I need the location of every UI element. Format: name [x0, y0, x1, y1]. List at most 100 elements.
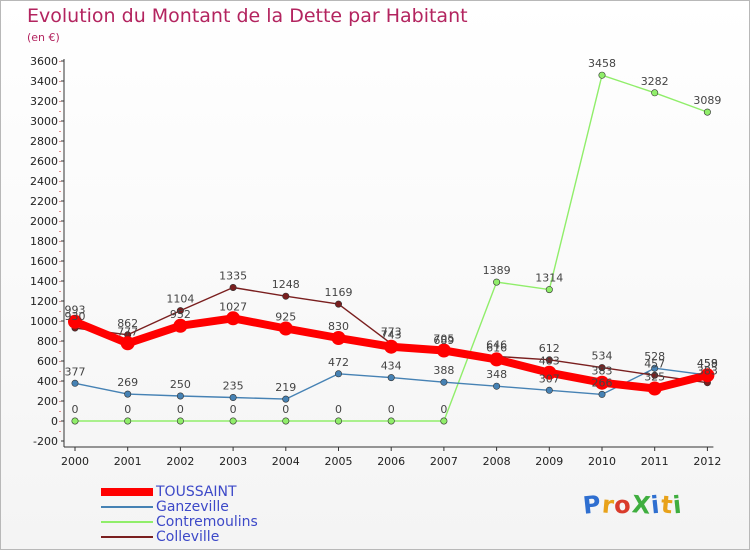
data-label: 472 [328, 356, 349, 369]
data-point [651, 89, 659, 97]
data-label: 1389 [483, 264, 511, 277]
data-point [598, 390, 606, 398]
y-tick-label: 2400 [30, 175, 58, 188]
data-label: 3458 [588, 57, 616, 70]
data-label: 1027 [219, 300, 247, 313]
data-label: 952 [170, 308, 191, 321]
legend-swatch [101, 536, 153, 538]
data-point [71, 379, 79, 387]
data-point [595, 375, 609, 390]
data-point [278, 321, 293, 336]
y-tick-label: 1200 [30, 295, 58, 308]
data-point [176, 307, 184, 315]
data-point [651, 371, 659, 379]
x-tick-label: 2003 [219, 455, 247, 468]
y-tick-label: 200 [37, 395, 58, 408]
series-contremoulins [71, 71, 711, 425]
data-point [226, 311, 241, 326]
data-point [229, 393, 237, 401]
data-point [282, 395, 290, 403]
data-label: 743 [381, 329, 402, 342]
data-label: 0 [230, 403, 237, 416]
data-point [647, 381, 662, 396]
data-point [598, 364, 606, 372]
data-label: 250 [170, 378, 191, 391]
data-label: 689 [433, 334, 454, 347]
data-point [493, 278, 501, 286]
x-tick-label: 2009 [535, 455, 563, 468]
data-point [542, 365, 557, 380]
chart-axes: -200020040060080010001200140016001800200… [30, 55, 721, 468]
data-label: 266 [592, 376, 613, 389]
data-label: 1335 [219, 270, 247, 283]
y-tick-label: 1600 [30, 255, 58, 268]
y-tick-label: 2800 [30, 135, 58, 148]
data-label: 434 [381, 360, 402, 373]
y-tick-label: 3400 [30, 75, 58, 88]
data-label: 1314 [535, 272, 563, 285]
x-tick-label: 2008 [483, 455, 511, 468]
data-label: 705 [433, 333, 454, 346]
y-tick-label: 2200 [30, 195, 58, 208]
x-tick-label: 2004 [272, 455, 300, 468]
data-point [387, 374, 395, 382]
x-tick-label: 2006 [377, 455, 405, 468]
data-point [229, 417, 237, 425]
y-tick-label: 400 [37, 375, 58, 388]
legend-swatch [101, 521, 153, 523]
data-label: 534 [592, 350, 613, 363]
data-point [545, 356, 553, 364]
data-point [436, 343, 451, 358]
data-point [545, 386, 553, 394]
data-label: 383 [697, 365, 718, 378]
data-label: 0 [388, 403, 395, 416]
data-point [120, 336, 135, 351]
data-point [387, 417, 395, 425]
y-tick-label: -200 [33, 435, 58, 448]
data-label: 325 [644, 371, 665, 384]
data-label: 616 [486, 341, 507, 354]
data-label: 235 [223, 380, 244, 393]
data-point [229, 283, 237, 291]
data-point [68, 314, 82, 329]
legend-swatch [101, 506, 153, 508]
data-label: 348 [486, 368, 507, 381]
y-tick-label: 0 [51, 415, 58, 428]
y-tick-label: 600 [37, 355, 58, 368]
data-label: 458 [697, 357, 718, 370]
data-point [176, 392, 184, 400]
data-point [651, 364, 659, 372]
y-tick-label: 1000 [30, 315, 58, 328]
data-point [71, 417, 79, 425]
data-point [545, 286, 553, 294]
data-point [440, 378, 448, 386]
data-point [598, 71, 606, 79]
data-label: 612 [539, 342, 560, 355]
series-toussaint [68, 311, 715, 396]
data-label: 377 [65, 365, 86, 378]
data-label: 773 [381, 326, 402, 339]
legend-label: Contremoulins [156, 514, 258, 530]
data-label: 219 [275, 381, 296, 394]
data-label: 0 [440, 403, 447, 416]
data-point [334, 417, 342, 425]
logo-letter: P [581, 490, 604, 520]
logo-letter: i [671, 490, 684, 520]
y-tick-label: 2600 [30, 155, 58, 168]
data-label: 1248 [272, 278, 300, 291]
data-point [176, 417, 184, 425]
data-label: 930 [65, 310, 86, 323]
data-label: 0 [282, 403, 289, 416]
data-point [703, 108, 711, 116]
data-point [282, 417, 290, 425]
data-label: 457 [644, 357, 665, 370]
data-point [173, 318, 188, 333]
data-label: 269 [117, 376, 138, 389]
x-tick-label: 2002 [166, 455, 194, 468]
data-point [124, 390, 132, 398]
data-point [489, 352, 504, 367]
data-label: 528 [644, 350, 665, 363]
x-tick-label: 2012 [693, 455, 721, 468]
data-label: 0 [177, 403, 184, 416]
